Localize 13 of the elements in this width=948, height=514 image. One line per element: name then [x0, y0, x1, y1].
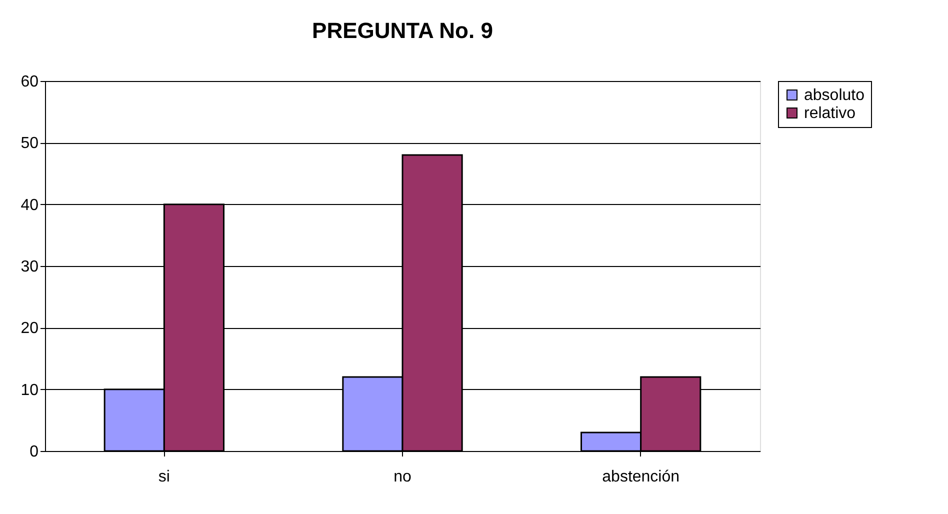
y-tick-label: 50 [20, 135, 39, 152]
x-tick-label: no [394, 468, 412, 486]
x-tick-label: abstención [602, 468, 680, 486]
x-tick-label: si [158, 468, 170, 486]
y-tick-label: 20 [20, 320, 39, 338]
y-tick-label: 40 [20, 196, 39, 214]
legend-label: relativo [804, 105, 856, 122]
y-tick-label: 10 [20, 382, 39, 399]
y-tick-label: 0 [30, 444, 39, 460]
chart-title: PREGUNTA No. 9 [312, 18, 493, 43]
legend-label: absoluto [804, 87, 865, 104]
y-tick-label: 30 [20, 258, 39, 276]
y-tick-label: 60 [20, 74, 39, 90]
